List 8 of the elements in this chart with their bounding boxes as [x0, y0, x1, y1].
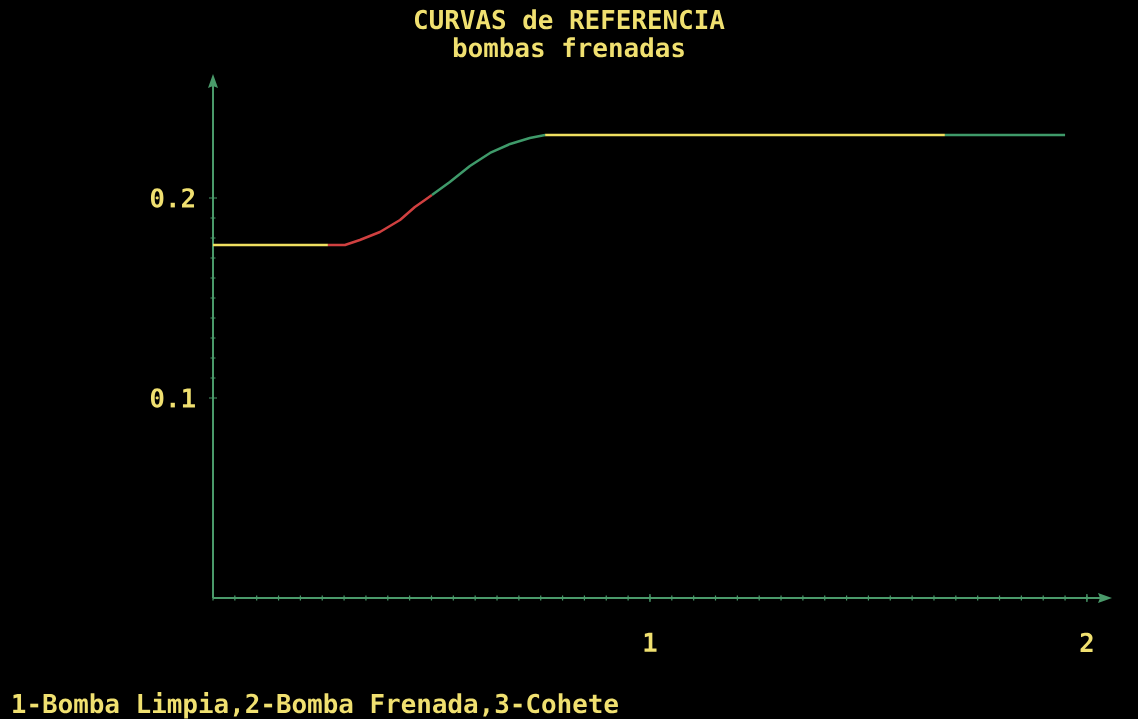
y-tick-label: 0.1 — [150, 388, 195, 408]
chart-subtitle: bombas frenadas — [453, 37, 684, 58]
y-tick-label: 0.2 — [150, 188, 195, 208]
line-series — [326, 193, 434, 247]
x-tick-label: 2 — [1080, 632, 1093, 653]
chart-title: CURVAS de REFERENCIA — [414, 9, 725, 30]
text: 1-Bomba Limpia,2-Bomba Frenada,3-Cohete — [13, 691, 618, 719]
x-tick-label: 1 — [644, 632, 657, 652]
